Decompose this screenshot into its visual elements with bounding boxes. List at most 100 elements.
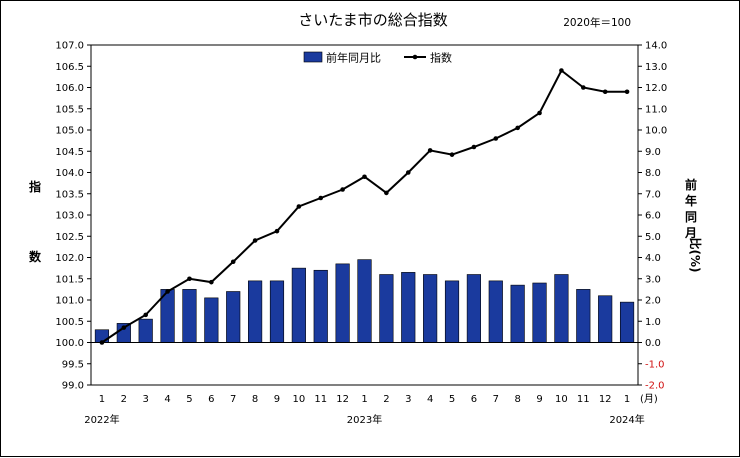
y-left-tick-label: 107.0 (55, 41, 84, 52)
index-point (405, 170, 411, 175)
bar (532, 282, 547, 343)
y-left-tick-label: 99.5 (62, 359, 84, 370)
chart-title: さいたま市の総合指数 (298, 11, 448, 29)
index-point (209, 279, 214, 285)
y-left-tick-label: 106.5 (55, 62, 84, 73)
y-right-tick-label: 5.0 (645, 232, 661, 243)
index-point (471, 144, 477, 150)
x-tick-label: 11 (314, 394, 327, 405)
y-left-label-char: 数 (29, 249, 42, 264)
index-point (427, 148, 433, 153)
legend-line-marker (412, 54, 418, 60)
index-point (187, 276, 192, 282)
x-tick-label: 12 (336, 394, 349, 405)
bar (379, 274, 394, 343)
y-right-tick-label: -2.0 (645, 381, 665, 392)
index-point (121, 325, 127, 330)
y-right-tick-label: 8.0 (645, 168, 661, 179)
bar (488, 280, 503, 343)
y-left-tick-label: 103.5 (55, 189, 84, 200)
y-right-tick-label: 9.0 (645, 147, 661, 158)
y-left-tick-label: 99.0 (62, 381, 84, 392)
index-point (296, 204, 302, 209)
x-tick-label: 7 (230, 394, 236, 405)
y-right-label-unit: 比(%) (688, 238, 703, 273)
y-left-tick-label: 102.0 (55, 253, 84, 264)
index-point (340, 187, 345, 192)
y-left-tick-label: 104.5 (55, 147, 84, 158)
bar (510, 284, 525, 343)
x-tick-label: 2 (121, 394, 127, 405)
index-point (143, 312, 148, 318)
legend-bar-swatch (303, 51, 323, 63)
x-year-label: 2022年 (84, 413, 119, 426)
y-right-tick-label: 3.0 (645, 274, 661, 285)
index-point (515, 125, 520, 131)
bar (466, 274, 481, 343)
y-right-tick-label: 13.0 (645, 62, 667, 73)
x-year-label: 2024年 (609, 413, 644, 426)
bar (423, 274, 438, 343)
y-right-tick-label: 2.0 (645, 296, 661, 307)
y-right-tick-label: -1.0 (645, 359, 665, 370)
chart-subtitle: 2020年＝100 (563, 16, 631, 29)
y-left-label-char: 指 (29, 179, 41, 194)
y-left-tick-label: 105.0 (55, 126, 84, 137)
x-tick-label: 7 (493, 394, 499, 405)
bar (248, 280, 263, 343)
y-left-tick-label: 102.5 (55, 232, 84, 243)
x-tick-label: 3 (405, 394, 411, 405)
index-point (384, 190, 389, 196)
y-right-label-char: 年 (685, 193, 697, 208)
bar-series (94, 259, 635, 343)
y-right-tick-label: 12.0 (645, 83, 667, 94)
index-point (559, 68, 564, 73)
x-tick-label: 11 (577, 394, 590, 405)
x-tick-label: 9 (536, 394, 542, 405)
bar (226, 291, 241, 343)
index-point (624, 89, 630, 95)
y-right-tick-label: 6.0 (645, 211, 661, 222)
x-tick-label: 5 (449, 394, 455, 405)
bar (313, 269, 328, 343)
y-right-label-char: 前 (685, 177, 697, 192)
x-tick-label: 9 (274, 394, 280, 405)
index-point (362, 174, 367, 180)
x-tick-label: 8 (252, 394, 258, 405)
x-tick-label: 8 (514, 394, 520, 405)
y-right-label-char: 同 (685, 210, 697, 224)
y-right-tick-label: 4.0 (645, 253, 661, 264)
bar (357, 259, 372, 343)
index-point (318, 195, 324, 201)
x-tick-label: 10 (555, 394, 568, 405)
index-point (537, 110, 542, 116)
x-tick-label: 10 (292, 394, 305, 405)
bar (554, 274, 569, 343)
x-tick-label: 1 (624, 394, 630, 405)
y-left-tick-label: 104.0 (55, 168, 84, 179)
y-left-tick-label: 103.0 (55, 211, 84, 222)
legend-bar-label: 前年同月比 (326, 51, 381, 65)
bar (291, 267, 306, 343)
y-left-tick-label: 101.0 (55, 296, 84, 307)
x-tick-label: 4 (427, 394, 433, 405)
x-tick-label: 3 (143, 394, 149, 405)
index-point (274, 228, 280, 234)
bar (269, 280, 285, 343)
index-point (252, 238, 258, 243)
y-right-tick-label: 10.0 (645, 126, 667, 137)
x-year-label: 2023年 (347, 413, 382, 426)
x-tick-label: 12 (599, 394, 612, 405)
index-point (449, 152, 455, 157)
y-left-tick-label: 106.0 (55, 83, 84, 94)
bar (182, 289, 197, 343)
y-right-tick-label: 7.0 (645, 189, 661, 200)
index-point (230, 259, 236, 265)
x-tick-label: 6 (208, 394, 214, 405)
y-right-tick-label: 14.0 (645, 41, 667, 52)
x-tick-label: 4 (164, 394, 170, 405)
index-point (602, 89, 608, 95)
x-tick-label: 2 (383, 394, 389, 405)
bar (444, 280, 460, 343)
